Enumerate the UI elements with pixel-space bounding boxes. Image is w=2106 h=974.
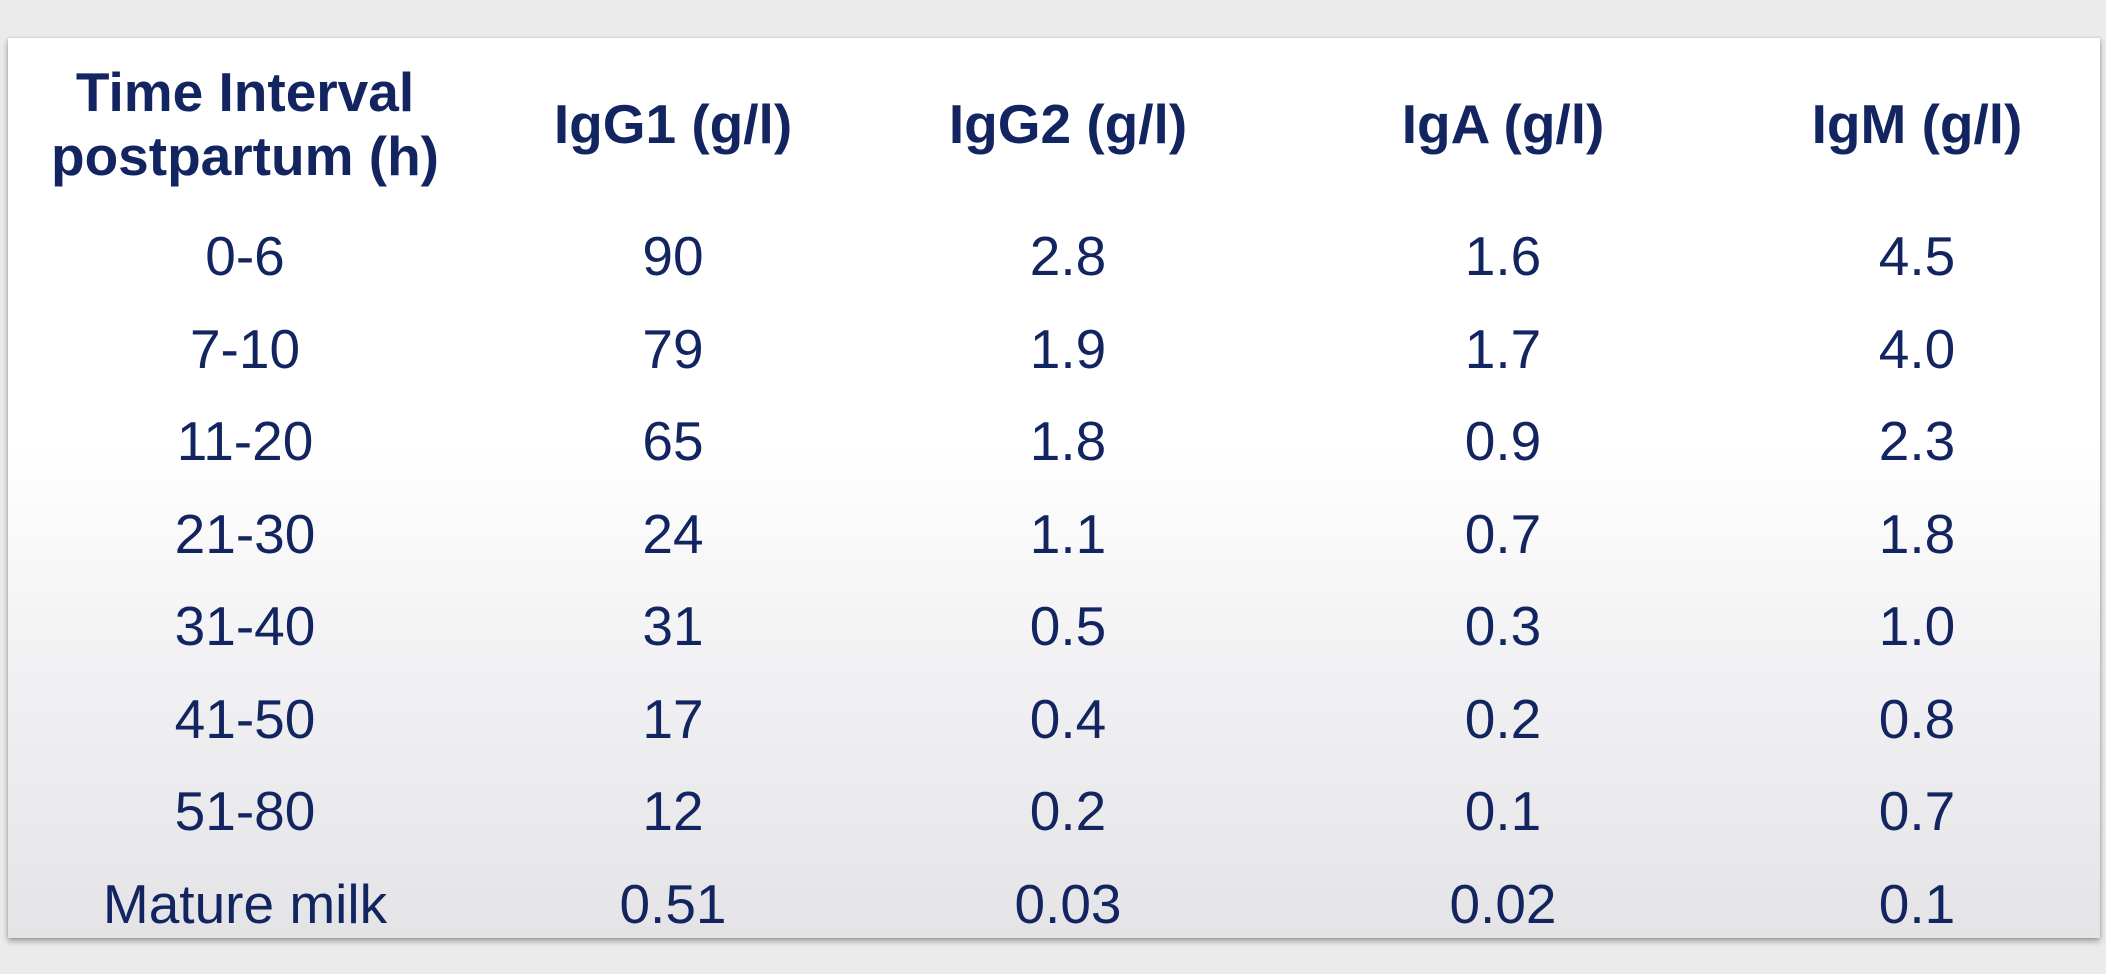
cell-igg2: 2.8: [1029, 225, 1107, 288]
cell-igg1: 90: [642, 225, 704, 288]
cell-iga: 0.2: [1464, 687, 1542, 750]
cell-igm: 1.0: [1878, 595, 1956, 658]
cell-time-interval: 7-10: [189, 317, 301, 380]
cell-iga: 0.02: [1449, 872, 1557, 935]
cell-iga: 0.1: [1464, 780, 1542, 843]
table-row: 7-10 79 1.9 1.7 4.0: [8, 303, 2100, 396]
cell-igg1: 79: [642, 317, 704, 380]
cell-igg2: 1.9: [1029, 317, 1107, 380]
cell-igm: 0.7: [1878, 780, 1956, 843]
cell-igm: 4.0: [1878, 317, 1956, 380]
header-row: Time Interval postpartum (h) IgG1 (g/l) …: [8, 38, 2100, 210]
cell-igg1: 24: [642, 502, 704, 565]
cell-igg1: 17: [642, 687, 704, 750]
immunoglobulin-table: Time Interval postpartum (h) IgG1 (g/l) …: [8, 38, 2100, 950]
cell-time-interval: Mature milk: [102, 872, 388, 935]
cell-iga: 0.7: [1464, 502, 1542, 565]
cell-igg1: 0.51: [619, 872, 727, 935]
cell-time-interval: 11-20: [176, 410, 314, 473]
cell-igg1: 31: [642, 595, 704, 658]
cell-igg2: 1.1: [1029, 502, 1107, 565]
cell-igm: 4.5: [1878, 225, 1956, 288]
cell-igg1: 12: [642, 780, 704, 843]
cell-time-interval: 0-6: [205, 225, 285, 288]
cell-igg2: 0.2: [1029, 780, 1107, 843]
cell-time-interval: 31-40: [174, 595, 316, 658]
cell-iga: 0.9: [1464, 410, 1542, 473]
table-row: 51-80 12 0.2 0.1 0.7: [8, 765, 2100, 858]
cell-iga: 1.7: [1464, 317, 1542, 380]
header-iga: IgA (g/l): [1401, 93, 1605, 155]
cell-time-interval: 21-30: [174, 502, 316, 565]
table-row: 31-40 31 0.5 0.3 1.0: [8, 580, 2100, 673]
cell-time-interval: 41-50: [174, 687, 316, 750]
cell-igg2: 0.4: [1029, 687, 1107, 750]
cell-igm: 1.8: [1878, 502, 1956, 565]
cell-igg2: 1.8: [1029, 410, 1107, 473]
cell-time-interval: 51-80: [174, 780, 316, 843]
table-row: 11-20 65 1.8 0.9 2.3: [8, 395, 2100, 488]
table-row: 21-30 24 1.1 0.7 1.8: [8, 488, 2100, 581]
header-igg2: IgG2 (g/l): [948, 93, 1188, 155]
table-card: Time Interval postpartum (h) IgG1 (g/l) …: [8, 38, 2100, 938]
cell-iga: 0.3: [1464, 595, 1542, 658]
cell-igm: 0.1: [1878, 872, 1956, 935]
cell-igm: 0.8: [1878, 687, 1956, 750]
table-row: Mature milk 0.51 0.03 0.02 0.1: [8, 858, 2100, 951]
cell-igg1: 65: [642, 410, 704, 473]
cell-igm: 2.3: [1878, 410, 1956, 473]
header-igg1: IgG1 (g/l): [553, 93, 793, 155]
table-row: 0-6 90 2.8 1.6 4.5: [8, 210, 2100, 303]
table-row: 41-50 17 0.4 0.2 0.8: [8, 673, 2100, 766]
header-igm: IgM (g/l): [1811, 93, 2023, 155]
cell-igg2: 0.03: [1014, 872, 1122, 935]
cell-iga: 1.6: [1464, 225, 1542, 288]
cell-igg2: 0.5: [1029, 595, 1107, 658]
header-time-interval: Time Interval postpartum (h): [50, 61, 439, 187]
